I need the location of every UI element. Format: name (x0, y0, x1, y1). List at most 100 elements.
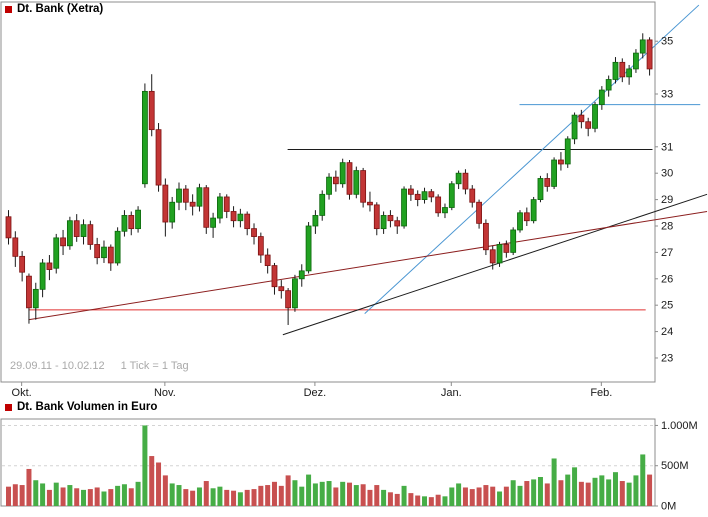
candle-up (537, 178, 544, 200)
volume-bar (244, 489, 250, 506)
volume-bar (462, 487, 468, 506)
volume-bar (394, 493, 400, 506)
volume-bar (442, 496, 448, 506)
candle-down (46, 262, 53, 270)
volume-bar (353, 485, 359, 506)
volume-axis-label: 0M (661, 501, 676, 513)
period-info: 29.09.11 - 10.02.12 1 Tick = 1 Tag (10, 360, 189, 372)
candle-down (646, 39, 653, 70)
volume-bar (271, 481, 277, 506)
candle-down (285, 290, 292, 309)
volume-bar (544, 483, 550, 506)
price-chart-legend: Dt. Bank (Xetra) (5, 3, 103, 15)
candle-up (217, 196, 223, 219)
volume-bar (565, 474, 571, 506)
candle-down (619, 61, 626, 78)
volume-bar (647, 474, 653, 506)
candle-up (176, 188, 182, 203)
volume-bar (156, 462, 162, 506)
legend-color-swatch (5, 5, 12, 13)
candle-down (148, 90, 155, 131)
volume-bar (312, 483, 318, 506)
volume-bar (101, 491, 107, 506)
trend-line-uptrend-darkred (28, 210, 708, 321)
tick-interval-label: 1 Tick = 1 Tag (120, 360, 189, 372)
candle-up (326, 176, 332, 195)
volume-bar (231, 490, 237, 506)
candle-down (585, 121, 592, 129)
candle-up (39, 262, 46, 290)
volume-bar (428, 497, 434, 506)
volume-bar (33, 480, 39, 506)
candle-down (26, 275, 32, 309)
month-tick-label: Jan. (441, 387, 462, 399)
candle-down (162, 184, 169, 223)
price-axis-label: 23 (661, 352, 673, 364)
candle-up (32, 288, 39, 309)
volume-bar (483, 485, 489, 506)
candle-down (373, 204, 380, 230)
volume-bar (53, 482, 59, 506)
month-tick-label: Feb. (590, 387, 612, 399)
candle-down (332, 176, 339, 185)
volume-bar (251, 489, 257, 506)
volume-bar (108, 489, 114, 506)
candle-down (523, 212, 530, 222)
volume-bar (40, 483, 46, 506)
candle-down (182, 188, 189, 203)
volume-bar (422, 496, 428, 506)
volume-bar (237, 492, 243, 506)
candle-up (517, 212, 523, 231)
candle-down (489, 249, 496, 264)
candle-up (319, 193, 326, 216)
candle-down (94, 244, 101, 259)
price-axis-label: 30 (661, 168, 673, 180)
candle-down (189, 201, 196, 207)
volume-bar (592, 477, 598, 506)
month-tick-label: Okt. (12, 387, 32, 399)
candle-up (66, 220, 73, 247)
candle-down (257, 236, 264, 256)
volume-bar (121, 484, 127, 506)
candle-up (305, 225, 312, 272)
volume-bar (115, 485, 121, 506)
candle-down (476, 201, 482, 224)
volume-bar (387, 492, 393, 506)
candle-up (626, 68, 633, 78)
candle-up (114, 230, 121, 264)
candle-up (53, 237, 60, 269)
candle-down (578, 114, 585, 123)
volume-bar (497, 491, 503, 506)
candle-down (414, 193, 421, 200)
candle-down (360, 170, 367, 203)
candle-up (237, 213, 244, 222)
volume-bar (183, 489, 189, 506)
candle-down (155, 129, 162, 186)
volume-chart-title: Dt. Bank Volumen in Euro (17, 401, 158, 413)
volume-bar (94, 487, 100, 506)
volume-bar (435, 494, 441, 506)
candle-down (482, 222, 489, 251)
volume-bar (476, 487, 482, 506)
volume-bar (292, 480, 298, 506)
candle-up (639, 39, 646, 54)
price-axis-label: 25 (661, 300, 673, 312)
candle-up (312, 215, 319, 227)
volume-bar (224, 489, 230, 506)
candle-down (387, 215, 394, 222)
candle-up (353, 170, 360, 195)
volume-bar (599, 475, 605, 506)
volume-bar (490, 486, 496, 506)
candle-up (169, 201, 176, 223)
candle-down (271, 265, 278, 288)
volume-axis-label: 1.000M (661, 420, 698, 432)
volume-bar (67, 485, 73, 506)
volume-bar (135, 481, 141, 506)
volume-bar (326, 481, 332, 506)
candle-down (367, 201, 373, 206)
volume-bar (142, 425, 148, 506)
candle-up (448, 183, 455, 208)
volume-bar (374, 485, 380, 506)
volume-axis-label: 500M (661, 460, 689, 472)
candle-up (298, 270, 305, 280)
